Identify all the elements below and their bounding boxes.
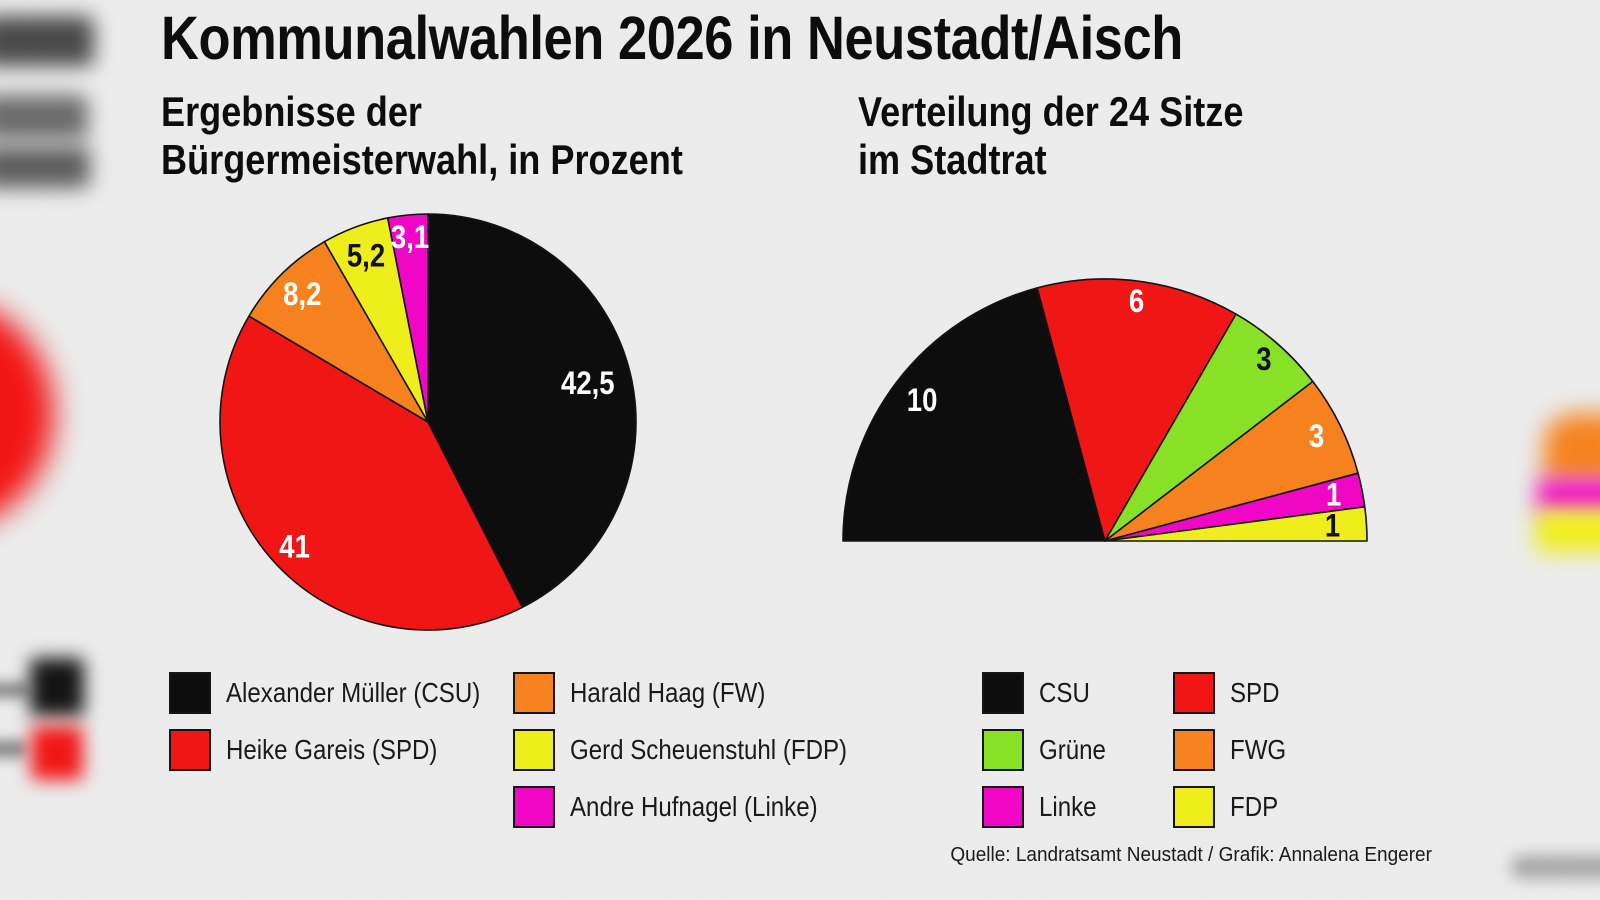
background-blur-text-3	[0, 146, 90, 188]
legend-label: FDP	[1230, 791, 1279, 822]
background-blur-black-square	[30, 658, 84, 716]
background-blur-bottom-smudge	[1512, 856, 1600, 878]
background-blur-line-2	[0, 740, 26, 758]
legend-item-fdp: FDP	[1173, 786, 1295, 828]
stadtrat-sitze-slice-spd	[1036, 278, 1237, 542]
buergermeisterwahl-value-label-alexander-m-ller-csu: 42,5	[561, 366, 615, 401]
background-blur-magenta-wedge	[1538, 480, 1600, 512]
legend-swatch-csu	[982, 672, 1024, 714]
chart-subtitle-mayoral: Ergebnisse der Bürgermeisterwahl, in Pro…	[161, 88, 683, 183]
legend-label: Grüne	[1039, 734, 1106, 765]
mayoral-results-pie-chart: 42,5 41 8,2 5,23,1	[219, 213, 637, 631]
stadtrat-sitze-value-label-csu: 10	[907, 383, 938, 418]
buergermeisterwahl-slice-andre-hufnagel-linke	[386, 213, 429, 423]
buergermeisterwahl-slice-alexander-m-ller-csu	[427, 213, 637, 609]
legend-swatch-fdp	[1173, 786, 1215, 828]
legend-swatch-alexander-m-ller-csu	[169, 672, 211, 714]
background-blur-yellow-wedge	[1536, 510, 1600, 552]
stadtrat-sitze-value-label-gr-ne: 3	[1256, 342, 1271, 377]
legend-label: Harald Haag (FW)	[570, 677, 766, 708]
legend-swatch-spd	[1173, 672, 1215, 714]
source-credit: Quelle: Landratsamt Neustadt / Grafik: A…	[950, 844, 1432, 866]
legend-swatch-andre-hufnagel-linke	[513, 786, 555, 828]
legend-swatch-heike-gareis-spd	[169, 729, 211, 771]
stadtrat-sitze-slice-csu	[842, 287, 1106, 542]
legend-council-column-1: CSU Grüne Linke	[982, 672, 1117, 828]
stadtrat-sitze-slice-fdp	[1104, 506, 1368, 542]
legend-council-column-2: SPD FWG FDP	[1173, 672, 1295, 828]
legend-label: CSU	[1039, 677, 1090, 708]
buergermeisterwahl-value-label-andre-hufnagel-linke: 3,1	[391, 220, 429, 255]
legend-swatch-fwg	[1173, 729, 1215, 771]
legend-item-fwg: FWG	[1173, 729, 1295, 771]
legend-item-csu: CSU	[982, 672, 1117, 714]
legend-label: Andre Hufnagel (Linke)	[570, 791, 818, 822]
background-blur-text-2	[0, 95, 88, 139]
buergermeisterwahl-value-label-heike-gareis-spd: 41	[279, 530, 310, 565]
legend-item-alexander-m-ller-csu: Alexander Müller (CSU)	[169, 672, 522, 714]
buergermeisterwahl-value-label-gerd-scheuenstuhl-fdp: 5,2	[347, 239, 385, 274]
stadtrat-sitze-value-label-fwg: 3	[1309, 419, 1324, 454]
legend-item-spd: SPD	[1173, 672, 1295, 714]
legend-item-gerd-scheuenstuhl-fdp: Gerd Scheuenstuhl (FDP)	[513, 729, 892, 771]
buergermeisterwahl-value-label-harald-haag-fw: 8,2	[283, 277, 321, 312]
stadtrat-sitze-value-label-fdp: 1	[1325, 508, 1340, 543]
legend-label: Linke	[1039, 791, 1097, 822]
background-blur-text-1	[0, 16, 94, 66]
background-blur-line-1	[0, 682, 28, 698]
page-title: Kommunalwahlen 2026 in Neustadt/Aisch	[161, 4, 1183, 72]
legend-item-heike-gareis-spd: Heike Gareis (SPD)	[169, 729, 522, 771]
legend-label: Gerd Scheuenstuhl (FDP)	[570, 734, 848, 765]
buergermeisterwahl-slice-heike-gareis-spd	[219, 315, 524, 631]
legend-swatch-harald-haag-fw	[513, 672, 555, 714]
legend-item-harald-haag-fw: Harald Haag (FW)	[513, 672, 892, 714]
legend-label: Heike Gareis (SPD)	[226, 734, 438, 765]
background-blur-red-square	[31, 726, 83, 780]
legend-item-andre-hufnagel-linke: Andre Hufnagel (Linke)	[513, 786, 892, 828]
background-blur-red-circle	[0, 298, 54, 530]
chart-subtitle-council: Verteilung der 24 Sitze im Stadtrat	[858, 88, 1244, 183]
legend-label: SPD	[1230, 677, 1280, 708]
legend-item-gr-ne: Grüne	[982, 729, 1117, 771]
stadtrat-sitze-value-label-linke: 1	[1326, 478, 1341, 513]
legend-swatch-gr-ne	[982, 729, 1024, 771]
legend-label: Alexander Müller (CSU)	[226, 677, 481, 708]
stadtrat-sitze-value-label-spd: 6	[1129, 284, 1144, 319]
buergermeisterwahl-slice-harald-haag-fw	[248, 240, 429, 423]
legend-item-linke: Linke	[982, 786, 1117, 828]
legend-mayoral-column-1: Alexander Müller (CSU) Heike Gareis (SPD)	[169, 672, 522, 771]
background-blur-orange-wedge	[1544, 414, 1600, 482]
legend-swatch-linke	[982, 786, 1024, 828]
legend-label: FWG	[1230, 734, 1287, 765]
legend-swatch-gerd-scheuenstuhl-fdp	[513, 729, 555, 771]
legend-mayoral-column-2: Harald Haag (FW) Gerd Scheuenstuhl (FDP) A…	[513, 672, 892, 828]
